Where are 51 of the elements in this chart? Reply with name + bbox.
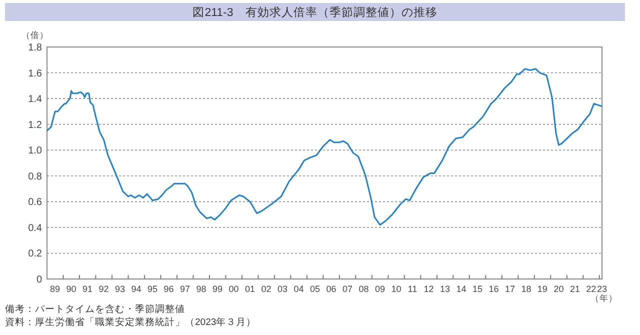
- x-tick-label: 22: [586, 284, 596, 294]
- x-tick-label: 01: [245, 284, 256, 294]
- text: 資料：厚生労働省「職業安定業務統計」（2023年３月）: [5, 316, 256, 328]
- x-tick-label: 03: [277, 284, 288, 294]
- x-tick-label: 17: [504, 284, 515, 294]
- x-tick-label: 00: [228, 284, 239, 294]
- y-tick-label: 0.2: [28, 248, 42, 260]
- line-series: [46, 68, 603, 226]
- x-tick-label: 04: [294, 284, 304, 294]
- x-tick-label: 23: [596, 284, 608, 294]
- x-tick-label: 05: [310, 284, 320, 294]
- x-tick-label: 13: [440, 284, 450, 294]
- chart-title: 図211-3 有効求人倍率（季節調整値）の推移: [192, 5, 438, 19]
- x-tick-label: 20: [554, 284, 564, 294]
- x-tick-label: 90: [66, 284, 76, 294]
- x-tick-label: 07: [342, 284, 352, 294]
- x-tick-label: 09: [374, 284, 385, 294]
- x-tick-label: 06: [326, 284, 336, 294]
- x-tick-label: 12: [424, 284, 434, 294]
- y-tick-label: 1.0: [28, 146, 42, 157]
- x-tick-label: 99: [212, 284, 223, 294]
- x-tick-label: 92: [98, 284, 109, 294]
- x-tick-label: 93: [115, 284, 126, 294]
- y-axis-title: （倍）: [22, 30, 48, 40]
- x-tick-label: 14: [456, 284, 466, 294]
- x-tick-label: 97: [180, 284, 190, 294]
- x-tick-label: 16: [488, 284, 499, 294]
- x-tick-label: 02: [261, 284, 272, 294]
- x-tick-label: 94: [131, 284, 142, 294]
- y-tick-label: 1.2: [28, 120, 42, 131]
- x-tick-label: 10: [391, 284, 402, 294]
- y-tick-label: 0.6: [28, 197, 42, 208]
- x-tick-label: 96: [164, 284, 174, 294]
- y-tick-label: 0.8: [28, 171, 42, 182]
- x-tick-label: 95: [148, 284, 158, 294]
- x-tick-label: 91: [82, 284, 93, 294]
- y-tick-label: 1.4: [28, 94, 42, 106]
- x-tick-label: 18: [521, 284, 532, 294]
- x-tick-label: 08: [358, 284, 369, 294]
- x-tick-label: 15: [472, 284, 482, 294]
- y-tick-label: 0.4: [28, 222, 42, 234]
- text: 備考：パートタイムを含む・季節調整値: [5, 303, 185, 315]
- x-axis-title: （年）: [590, 293, 618, 303]
- x-tick-label: 19: [537, 284, 548, 294]
- x-tick-label: 89: [50, 284, 60, 294]
- x-tick-label: 98: [196, 284, 206, 294]
- y-tick-label: 0: [36, 274, 42, 286]
- y-tick-label: 1.6: [28, 68, 42, 80]
- x-tick-label: 11: [408, 284, 418, 294]
- x-tick-label: 21: [570, 284, 580, 294]
- y-tick-label: 1.8: [28, 42, 42, 54]
